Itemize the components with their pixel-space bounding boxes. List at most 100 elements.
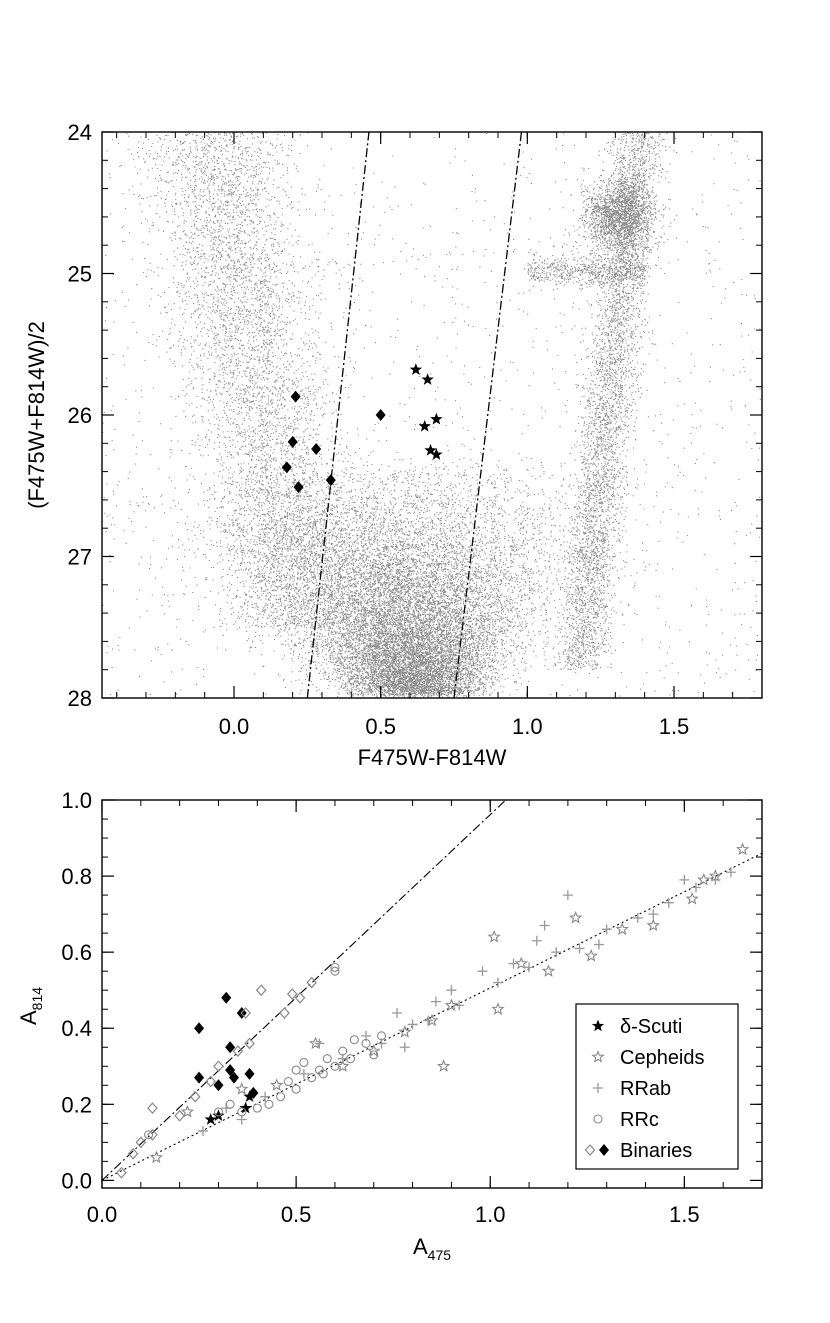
legend-entries: δ-Scuti Cepheids RRab RRc Binaries	[584, 1016, 705, 1162]
amplitude-point-5-4	[147, 1102, 158, 1115]
amplitude-reference-lines	[101, 799, 763, 1181]
cmd-point-0-2	[311, 442, 322, 455]
amplitude-ytick-label: 0.2	[61, 1092, 92, 1117]
cmd-point-1-4	[424, 443, 437, 456]
amplitude-point-3-11	[307, 1073, 317, 1083]
cmd-point-1-0	[409, 363, 423, 375]
amplitude-x-axis-label: A475	[413, 1234, 451, 1263]
amplitude-point-1-20	[697, 872, 711, 886]
amplitude-y-axis-label-sub: 814	[29, 987, 45, 1011]
legend-marker-icon	[593, 1114, 603, 1124]
amplitude-point-4-7	[244, 1067, 255, 1080]
amplitude-point-2-26	[601, 924, 612, 935]
amplitude-point-3-20	[349, 1035, 359, 1045]
cmd-point-1-5	[430, 448, 443, 460]
amplitude-point-1-17	[615, 922, 629, 935]
amplitude-panel: 0.0 0.5 1.0 1.50.00.20.40.60.81.0 A475 A814…	[16, 788, 763, 1263]
cmd-variable-stars	[281, 363, 443, 494]
amplitude-point-5-9	[232, 1045, 244, 1057]
cmd-xtick-label: 0.5	[365, 714, 396, 739]
amplitude-point-2-12	[423, 1015, 434, 1026]
amplitude-point-4-4	[225, 1041, 236, 1054]
cmd-boundary-lines	[306, 131, 523, 699]
cmd-xtick-label: 1.5	[659, 714, 690, 739]
amplitude-x-axis-label-main: A	[413, 1234, 428, 1259]
amplitude-point-2-16	[477, 966, 488, 977]
amplitude-point-0-3	[243, 1090, 256, 1102]
legend-marker-icon	[591, 1050, 605, 1063]
amplitude-point-2-24	[574, 943, 585, 954]
amplitude-point-5-3	[147, 1128, 158, 1141]
amplitude-point-5-16	[306, 976, 317, 989]
amplitude-point-3-16	[330, 966, 340, 976]
amplitude-point-1-7	[398, 1025, 412, 1038]
amplitude-point-4-3	[221, 991, 232, 1004]
amplitude-ref-line-0	[101, 799, 507, 1181]
amplitude-point-3-23	[376, 1031, 387, 1041]
amplitude-point-5-12	[255, 984, 267, 997]
amplitude-point-2-0	[197, 1125, 208, 1136]
amplitude-point-3-9	[291, 1084, 301, 1094]
amplitude-point-1-18	[646, 918, 660, 932]
amplitude-point-2-32	[710, 874, 721, 885]
amplitude-point-4-2	[213, 1079, 224, 1092]
amplitude-point-1-3	[270, 1078, 284, 1091]
legend-marker-filled-diamond-icon	[599, 1144, 609, 1156]
cmd-ytick-label: 26	[68, 403, 92, 428]
amplitude-point-3-22	[369, 1050, 379, 1060]
amplitude-point-1-12	[491, 1002, 505, 1015]
cmd-point-0-0	[290, 390, 301, 403]
amplitude-plot-frame	[101, 799, 763, 1189]
amplitude-point-5-13	[279, 1007, 290, 1019]
amplitude-point-2-5	[314, 1038, 325, 1049]
cmd-point-0-5	[325, 474, 336, 487]
amplitude-point-3-8	[291, 1065, 301, 1075]
amplitude-point-5-2	[135, 1136, 147, 1149]
cmd-point-0-3	[281, 461, 292, 474]
amplitude-point-1-15	[569, 910, 583, 924]
amplitude-point-3-17	[330, 962, 340, 972]
amplitude-point-0-1	[212, 1109, 225, 1121]
amplitude-ytick-label: 0.6	[61, 940, 92, 965]
amplitude-point-3-15	[330, 1061, 340, 1071]
amplitude-point-2-29	[663, 897, 674, 908]
amplitude-point-2-30	[679, 874, 690, 885]
amplitude-point-5-8	[213, 1060, 224, 1073]
amplitude-xtick-label: 0.0	[87, 1202, 118, 1227]
amplitude-point-2-33	[725, 867, 736, 878]
amplitude-point-3-5	[264, 1099, 274, 1109]
amplitude-point-1-10	[444, 998, 459, 1012]
amplitude-point-3-21	[361, 1038, 371, 1049]
amplitude-point-2-20	[531, 935, 542, 946]
amplitude-point-1-22	[735, 842, 750, 856]
legend-label: δ-Scuti	[620, 1016, 682, 1038]
cmd-axis-ticks: 0.0 0.5 1.0 1.5 24 25 26 27 28	[68, 120, 762, 739]
cmd-y-axis-label: (F475W+F814W)/2	[24, 321, 49, 509]
amplitude-point-2-11	[407, 1019, 418, 1030]
cmd-xtick-label: 1.0	[512, 714, 543, 739]
legend-marker-icon	[593, 1083, 603, 1093]
legend-label: RRc	[620, 1109, 659, 1131]
amplitude-axis-ticks: 0.0 0.5 1.0 1.5 0.0 0.2 0.4 0.6 0.8 1.0	[61, 788, 762, 1227]
amplitude-point-2-18	[508, 958, 519, 969]
cmd-ytick-label: 25	[68, 262, 92, 287]
cmd-ytick-label: 27	[68, 545, 92, 570]
amplitude-point-1-2	[235, 1082, 249, 1095]
amplitude-point-4-8	[248, 1086, 259, 1099]
amplitude-point-3-14	[322, 1054, 332, 1064]
amplitude-point-2-14	[446, 985, 457, 996]
amplitude-ytick-label: 0.4	[61, 1016, 92, 1041]
amplitude-point-2-31	[691, 882, 701, 893]
legend-box	[575, 1003, 739, 1170]
amplitude-point-0-2	[239, 1101, 252, 1114]
amplitude-point-5-10	[240, 1007, 251, 1019]
amplitude-point-2-9	[392, 1008, 403, 1019]
amplitude-point-2-22	[551, 947, 562, 958]
cmd-boundary-line-1	[453, 131, 523, 699]
legend-label: Binaries	[620, 1140, 692, 1162]
amplitude-point-5-7	[205, 1075, 217, 1088]
amplitude-x-axis-label-sub: 475	[428, 1247, 452, 1263]
amplitude-point-2-21	[539, 920, 550, 931]
amplitude-point-1-16	[584, 948, 598, 962]
